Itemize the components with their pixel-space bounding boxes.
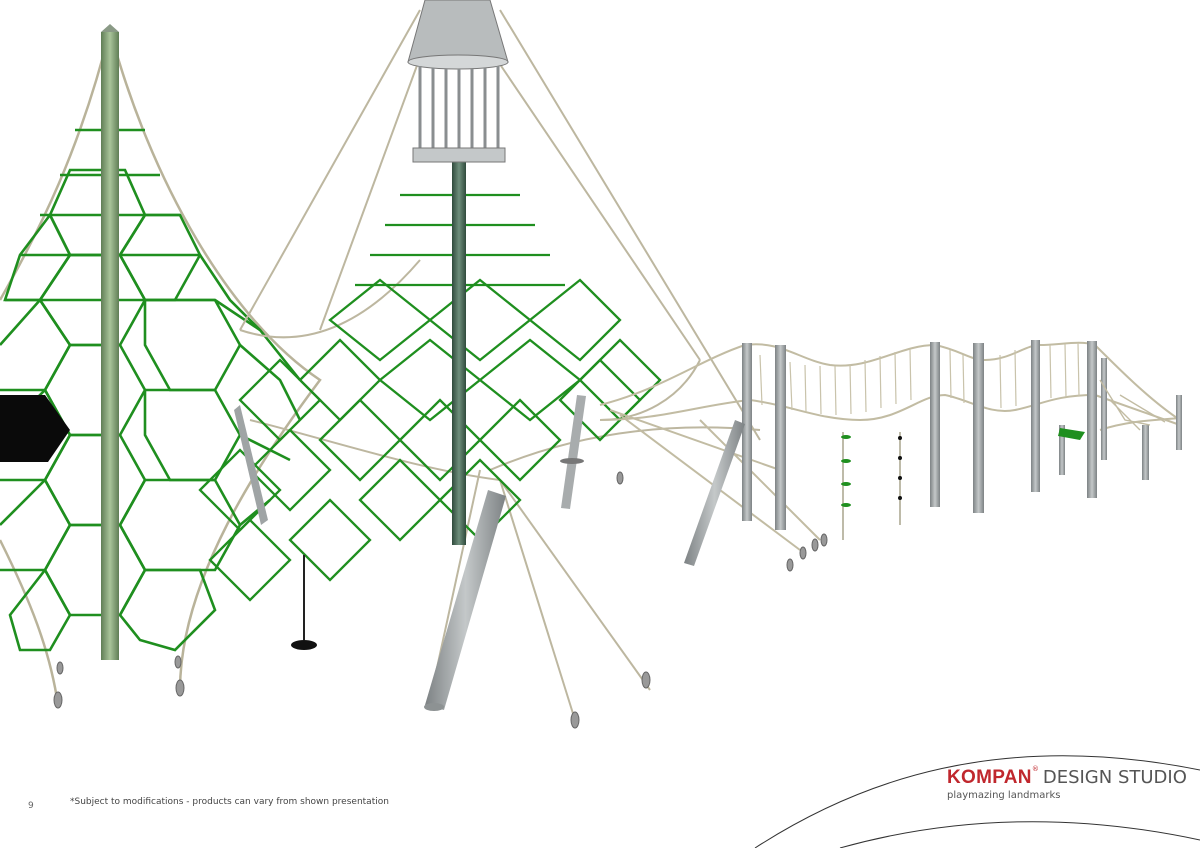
tower-net — [198, 0, 761, 729]
registered-mark: ® — [1031, 765, 1039, 773]
disclaimer-footnote: *Subject to modifications - products can… — [70, 797, 389, 807]
rope-bridge — [560, 340, 1182, 572]
brand-tagline: playmazing landmarks — [947, 790, 1061, 801]
left-pyramid-net — [0, 24, 322, 709]
footer-curves — [754, 755, 1200, 848]
brand-studio: DESIGN STUDIO — [1042, 767, 1187, 788]
brand-logo: KOMPAN® DESIGN STUDIO — [947, 765, 1187, 789]
brand-name: KOMPAN — [947, 767, 1032, 788]
page-number: 9 — [28, 801, 34, 811]
lookout-tower-cage — [407, 0, 509, 163]
disc-climbing-ropes — [841, 432, 902, 540]
